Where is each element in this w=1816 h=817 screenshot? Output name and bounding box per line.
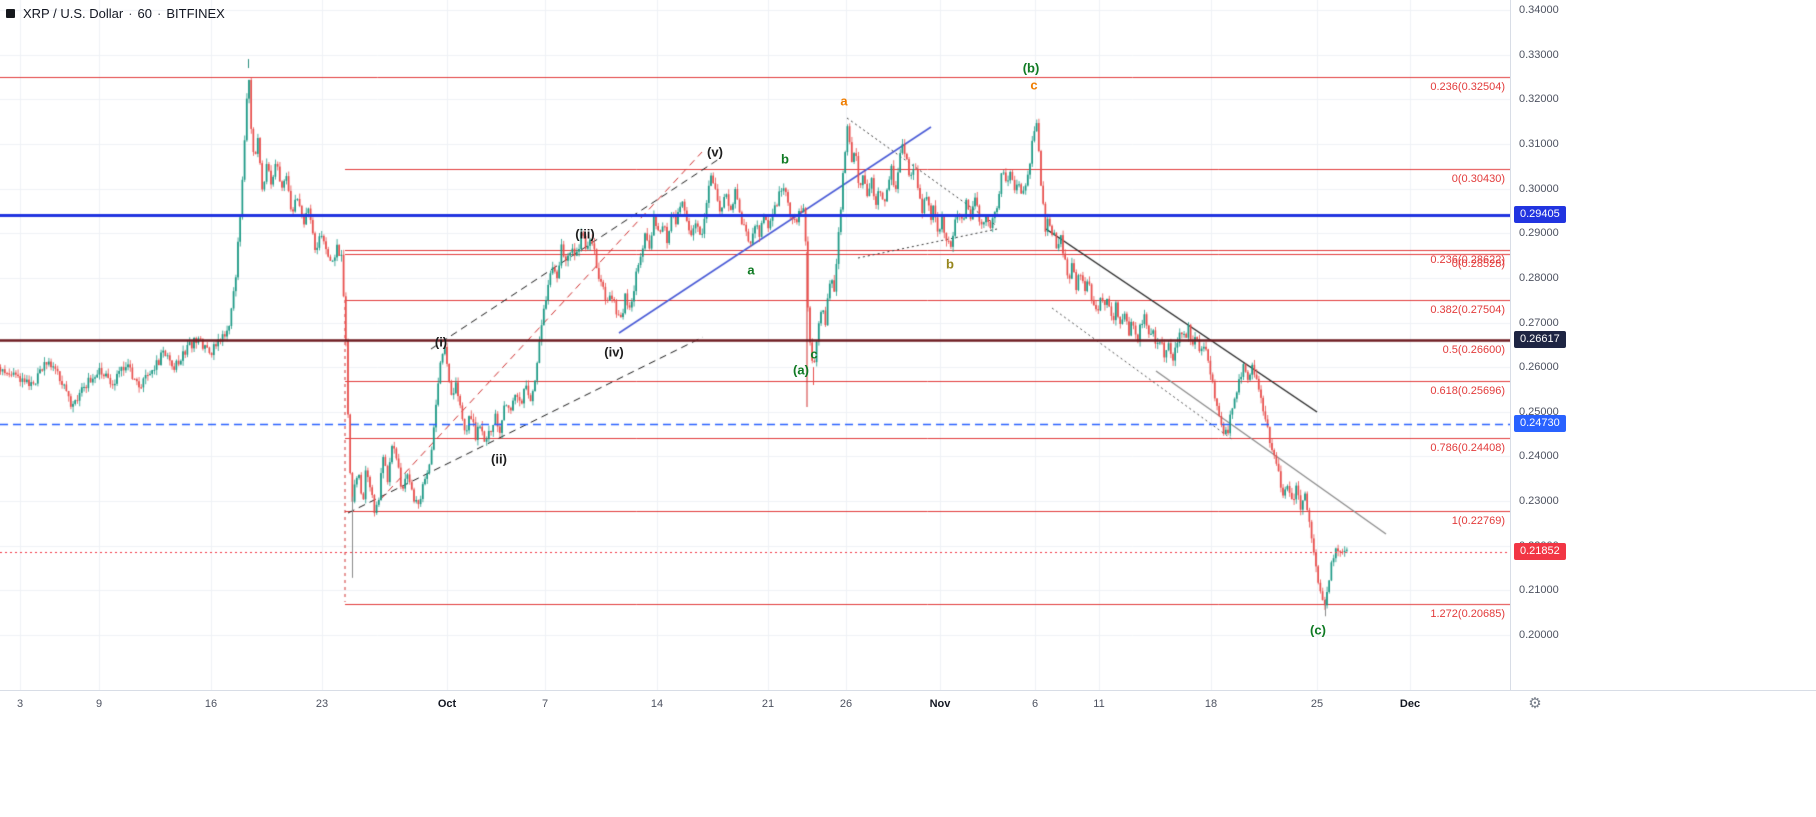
- chart-legend[interactable]: XRP / U.S. Dollar · 60 · BITFINEX: [6, 6, 225, 21]
- price-line-badge: 0.26617: [1514, 330, 1566, 348]
- price-axis-label: 0.34000: [1519, 4, 1559, 16]
- settings-icon[interactable]: ⚙: [1528, 695, 1542, 712]
- price-axis-label: 0.23000: [1519, 495, 1559, 508]
- price-axis-label: 0.28000: [1519, 271, 1559, 284]
- time-axis-label: 25: [1310, 698, 1324, 710]
- time-axis-label: 26: [839, 698, 853, 710]
- price-axis-label: 0.24000: [1519, 450, 1559, 463]
- legend-separator: ·: [157, 6, 162, 21]
- time-axis-label: Oct: [437, 698, 457, 710]
- price-line-badge: 0.24730: [1514, 414, 1566, 432]
- time-axis-label: 11: [1093, 698, 1105, 710]
- exchange-label: BITFINEX: [166, 6, 225, 21]
- price-axis-label: 0.29000: [1519, 227, 1559, 240]
- time-axis-label: 9: [95, 698, 103, 710]
- symbol-title[interactable]: XRP / U.S. Dollar: [23, 6, 124, 21]
- price-axis-label: 0.27000: [1519, 316, 1559, 329]
- price-axis-label: 0.25000: [1519, 405, 1559, 418]
- time-axis-label: 23: [315, 698, 329, 710]
- price-axis-label: 0.30000: [1519, 182, 1559, 195]
- time-axis-label: 3: [16, 698, 24, 710]
- interval-label[interactable]: 60: [137, 6, 152, 21]
- time-axis-label: 16: [204, 698, 218, 710]
- price-axis-label: 0.33000: [1519, 48, 1559, 61]
- price-line-badge: 0.21852: [1514, 543, 1566, 561]
- time-axis-label: 7: [541, 698, 549, 710]
- time-axis[interactable]: 3 9 16 23 Oct 7 14 21 26 Nov 6 11 18 25 Dec: [0, 690, 1816, 817]
- price-axis-label: 0.21000: [1519, 584, 1559, 597]
- time-axis-label: 18: [1204, 698, 1218, 710]
- time-axis-label: 21: [761, 698, 775, 710]
- price-axis[interactable]: 0.34000 0.33000 0.32000 0.31000 0.30000 0.290…: [1510, 0, 1816, 690]
- price-line-badge: 0.29405: [1514, 206, 1566, 224]
- symbol-logo-icon: [6, 9, 15, 18]
- time-axis-label: Nov: [929, 698, 951, 710]
- time-axis-label: 14: [650, 698, 664, 710]
- time-axis-label: 6: [1031, 698, 1039, 710]
- price-axis-label: 0.26000: [1519, 361, 1559, 374]
- price-chart-canvas[interactable]: [0, 0, 1510, 690]
- price-axis-label: 0.32000: [1519, 93, 1559, 106]
- price-axis-label: 0.20000: [1519, 629, 1559, 641]
- price-axis-label: 0.31000: [1519, 137, 1559, 150]
- legend-separator: ·: [128, 6, 133, 21]
- time-axis-label: Dec: [1399, 698, 1421, 710]
